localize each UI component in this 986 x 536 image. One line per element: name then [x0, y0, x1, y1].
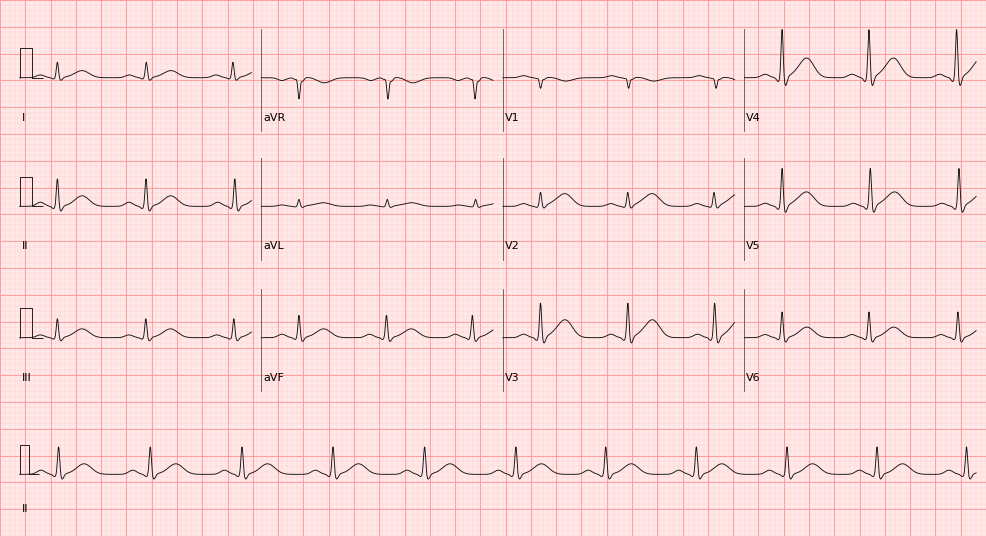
- Text: aVR: aVR: [263, 113, 286, 123]
- Text: V2: V2: [505, 241, 520, 251]
- Text: II: II: [22, 241, 29, 251]
- Text: V5: V5: [746, 241, 761, 251]
- Text: V4: V4: [746, 113, 761, 123]
- Text: V3: V3: [505, 373, 520, 383]
- Text: V1: V1: [505, 113, 520, 123]
- Text: aVL: aVL: [263, 241, 284, 251]
- Text: III: III: [22, 373, 32, 383]
- Text: I: I: [22, 113, 25, 123]
- Text: aVF: aVF: [263, 373, 284, 383]
- Text: II: II: [22, 504, 29, 514]
- Text: V6: V6: [746, 373, 761, 383]
